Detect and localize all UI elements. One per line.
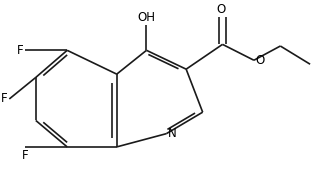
Text: N: N [168, 127, 177, 140]
Text: OH: OH [137, 11, 156, 24]
Text: F: F [17, 44, 24, 57]
Text: O: O [216, 3, 225, 16]
Text: O: O [255, 54, 265, 67]
Text: F: F [1, 92, 8, 105]
Text: F: F [22, 149, 28, 162]
